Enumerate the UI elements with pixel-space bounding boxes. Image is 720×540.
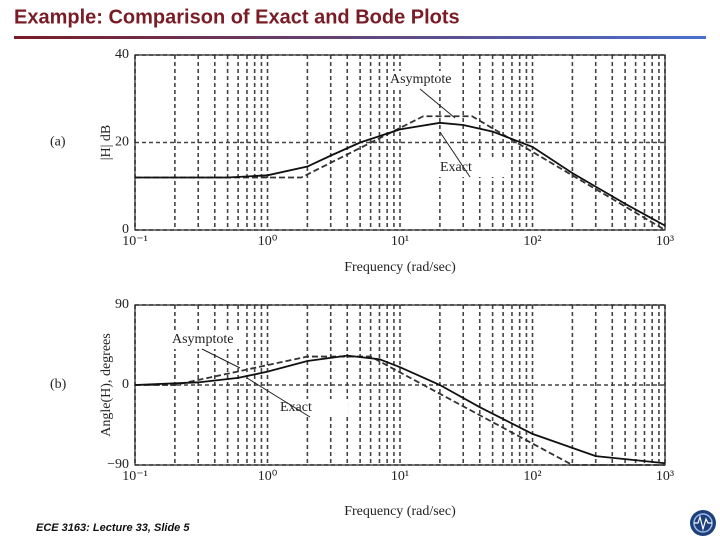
- x-axis-label: Frequency (rad/sec): [344, 504, 456, 519]
- panel-label: (a): [50, 135, 66, 150]
- y-axis-label: |H| dB: [99, 125, 114, 161]
- y-tick-label: 20: [115, 135, 129, 150]
- title-underline: [14, 36, 706, 39]
- y-tick-label: −90: [107, 457, 129, 472]
- x-tick-label: 10⁰: [258, 469, 278, 484]
- y-tick-label: 0: [122, 222, 129, 237]
- annotation-bg: [388, 71, 458, 89]
- annotation-leader: [201, 348, 241, 369]
- x-tick-label: 10⁰: [258, 234, 278, 249]
- series-annotation: Exact: [440, 160, 472, 175]
- annotation-leader: [439, 131, 471, 178]
- annotation-leader: [246, 377, 311, 418]
- y-tick-label: 90: [115, 297, 129, 312]
- plot-frame: [134, 54, 666, 231]
- x-tick-label: 10³: [656, 469, 674, 484]
- y-axis-label: Angle(H), degrees: [99, 333, 114, 436]
- series-line: [134, 354, 666, 465]
- x-tick-label: 10¹: [391, 469, 409, 484]
- series-line: [135, 121, 666, 227]
- series-annotation: Asymptote: [172, 332, 233, 347]
- series-line: [135, 115, 666, 231]
- x-tick-label: 10³: [656, 234, 674, 249]
- logo: [690, 510, 716, 536]
- footer: ECE 3163: Lecture 33, Slide 5: [36, 522, 190, 534]
- x-axis-label: Frequency (rad/sec): [344, 260, 456, 275]
- x-tick-label: 10²: [523, 234, 541, 249]
- annotation-bg: [438, 159, 508, 177]
- annotation-bg: [278, 399, 348, 417]
- slide-title: Example: Comparison of Exact and Bode Pl…: [14, 6, 460, 28]
- series-annotation: Exact: [280, 400, 312, 415]
- annotation-leader: [419, 88, 456, 119]
- x-tick-label: 10⁻¹: [122, 234, 148, 249]
- annotation-bg: [170, 331, 240, 349]
- y-tick-label: 40: [115, 47, 129, 62]
- y-tick-label: 0: [122, 377, 129, 392]
- x-tick-label: 10²: [523, 469, 541, 484]
- x-tick-label: 10⁻¹: [122, 469, 148, 484]
- x-tick-label: 10¹: [391, 234, 409, 249]
- series-annotation: Asymptote: [390, 72, 451, 87]
- panel-label: (b): [50, 377, 67, 392]
